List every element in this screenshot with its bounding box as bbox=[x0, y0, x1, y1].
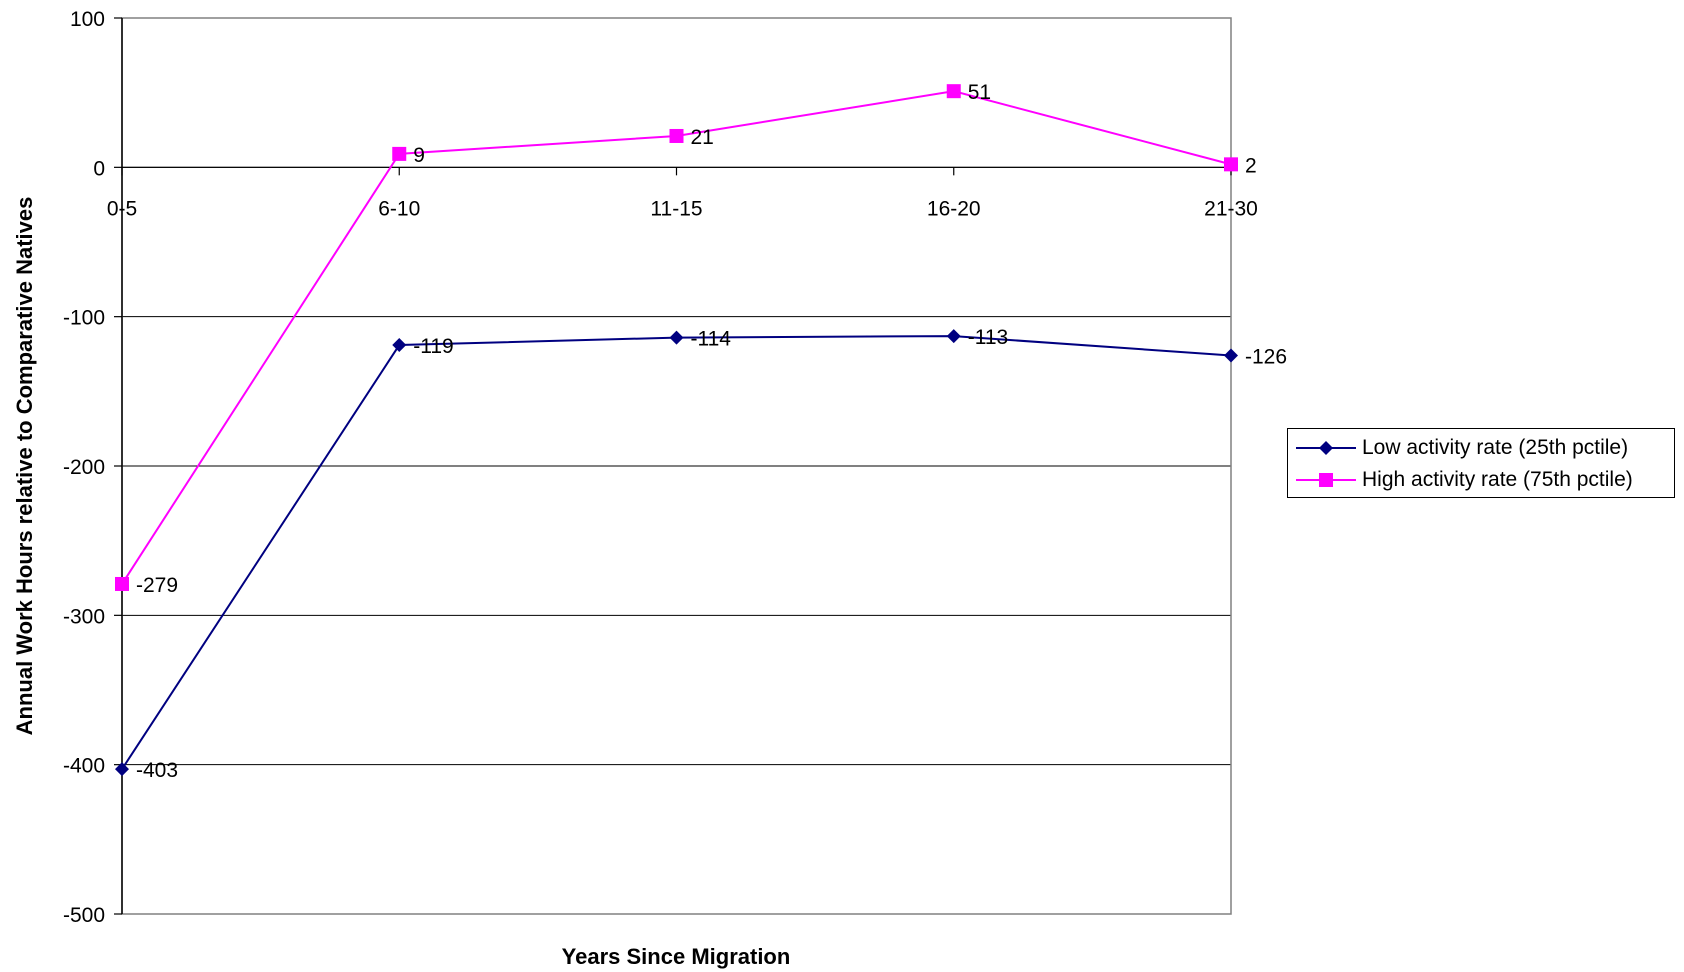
data-point bbox=[392, 338, 407, 353]
data-point bbox=[1224, 348, 1238, 363]
legend-label-high: High activity rate (75th pctile) bbox=[1362, 468, 1633, 491]
series-line bbox=[121, 335, 1232, 770]
data-point bbox=[669, 128, 684, 143]
x-tick-label: 6-10 bbox=[378, 197, 420, 220]
data-label: -114 bbox=[691, 328, 732, 351]
data-point bbox=[669, 330, 684, 345]
legend-swatch-square-icon bbox=[1296, 473, 1356, 487]
data-point bbox=[392, 146, 407, 161]
x-tick-label: 16-20 bbox=[927, 197, 981, 220]
data-point bbox=[115, 576, 129, 591]
data-label: -113 bbox=[968, 326, 1008, 349]
data-point bbox=[946, 329, 961, 344]
x-tick-label: 21-30 bbox=[1204, 197, 1258, 220]
series-low-activity: -403 -119 -114 -113 -126 bbox=[115, 326, 1287, 782]
y-tick-label: -200 bbox=[63, 456, 105, 479]
y-tick-label: -400 bbox=[63, 755, 105, 778]
legend-item-low: Low activity rate (25th pctile) bbox=[1296, 433, 1628, 463]
data-label: 51 bbox=[968, 81, 991, 104]
data-label: -403 bbox=[136, 759, 178, 782]
y-axis: 100 0 -100 -200 -300 -400 -500 bbox=[63, 8, 123, 927]
y-tick-label: -500 bbox=[63, 904, 105, 927]
series-high-activity: -279 9 21 51 2 bbox=[115, 81, 1257, 597]
data-label: 2 bbox=[1245, 154, 1257, 177]
x-tick-label: 11-15 bbox=[650, 197, 702, 220]
y-tick-label: -100 bbox=[63, 307, 105, 330]
legend-swatch-diamond-icon bbox=[1296, 441, 1356, 455]
data-point bbox=[115, 762, 129, 777]
x-axis: 0-5 6-10 11-15 16-20 21-30 bbox=[107, 166, 1258, 220]
gridlines bbox=[122, 166, 1231, 766]
legend-item-high: High activity rate (75th pctile) bbox=[1296, 465, 1633, 495]
data-label: -119 bbox=[413, 335, 453, 358]
data-label: -126 bbox=[1245, 345, 1287, 368]
x-axis-title: Years Since Migration bbox=[562, 944, 791, 969]
y-tick-label: 100 bbox=[70, 8, 105, 31]
y-tick-label: 0 bbox=[93, 157, 105, 180]
data-point bbox=[946, 84, 961, 99]
legend: Low activity rate (25th pctile) High act… bbox=[1287, 428, 1675, 498]
y-tick-label: -300 bbox=[63, 605, 105, 628]
data-label: 9 bbox=[413, 144, 425, 167]
x-tick-label: 0-5 bbox=[107, 197, 137, 220]
legend-label-low: Low activity rate (25th pctile) bbox=[1362, 436, 1629, 459]
y-axis-title: Annual Work Hours relative to Comparativ… bbox=[12, 197, 37, 736]
data-label: 21 bbox=[691, 126, 714, 149]
data-point bbox=[1224, 157, 1238, 172]
series-layer: -403 -119 -114 -113 -126 -279 9 21 51 2 bbox=[115, 81, 1287, 782]
data-label: -279 bbox=[136, 574, 178, 597]
